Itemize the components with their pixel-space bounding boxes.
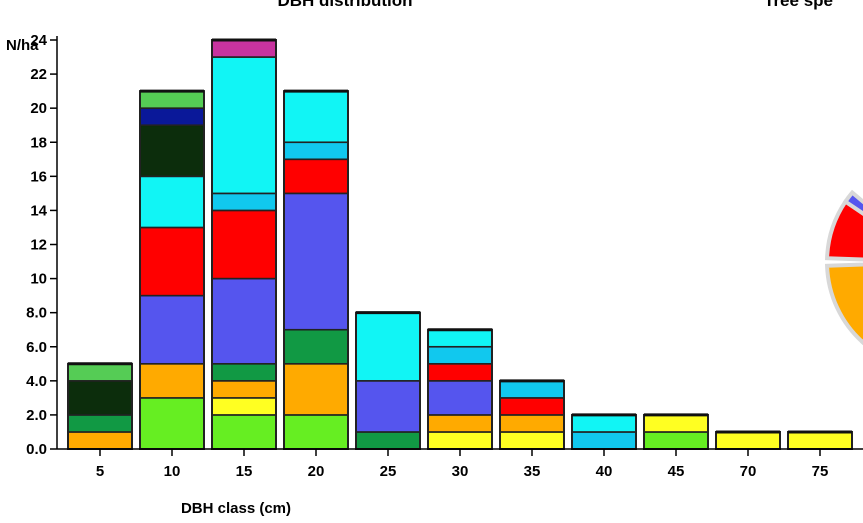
bar-segment: [427, 345, 493, 365]
bar-segment: [67, 414, 133, 433]
x-tick-label: 15: [236, 463, 253, 480]
bar-segment: [139, 226, 205, 297]
bar-segment: [787, 431, 853, 450]
bar-segment: [211, 397, 277, 416]
y-tick-label: 4.0: [26, 373, 47, 390]
y-tick-label: 22: [30, 66, 47, 83]
y-tick-label: 24: [30, 32, 47, 49]
bar-segment: [67, 380, 133, 416]
bar-segment: [283, 414, 349, 450]
bar-segment: [643, 431, 709, 450]
bar-stacks: [67, 38, 853, 451]
bar-segment: [139, 362, 205, 399]
species-pie-chart: [824, 189, 863, 346]
y-tick-label: 2.0: [26, 407, 47, 424]
bar-segment: [571, 414, 637, 433]
x-tick-label: 70: [740, 463, 757, 480]
bar-segment: [355, 380, 421, 433]
bar-segment: [499, 380, 565, 399]
bar-segment: [211, 380, 277, 399]
x-tick-label: 20: [308, 463, 325, 480]
chart-title-species: Tree spe: [764, 0, 833, 10]
x-tick-label: 25: [380, 463, 397, 480]
y-tick-label: 10: [30, 271, 47, 288]
bar-segment: [499, 397, 565, 416]
x-tick-label: 45: [668, 463, 685, 480]
x-tick-label: 35: [524, 463, 541, 480]
chart-title-dbh: DBH distribution: [277, 0, 412, 10]
bar-segment: [211, 56, 277, 195]
bar-segment: [211, 209, 277, 280]
y-tick-label: 8.0: [26, 305, 47, 322]
bar-segment: [283, 362, 349, 416]
axes: 0.0 2.0 4.0 6.0 8.0 10 12 14 16 18 20 22 24 5 10 15 20 25…: [26, 32, 863, 480]
bar-segment: [67, 431, 133, 450]
bar-segment: [139, 107, 205, 127]
bar-segment: [139, 124, 205, 178]
bar-segment: [67, 362, 133, 382]
pie-slice: [824, 262, 863, 346]
bar-segment: [139, 397, 205, 450]
y-axis-label: N/ha: [6, 37, 39, 54]
bar-segment: [499, 414, 565, 433]
y-tick-label: 14: [30, 202, 47, 219]
bar-segment: [211, 414, 277, 450]
x-tick-label: 75: [812, 463, 829, 480]
pie-slice: [842, 189, 863, 216]
bar-segment: [355, 311, 421, 382]
bar-segment: [715, 431, 781, 450]
bar-segment: [139, 90, 205, 109]
bar-segment: [427, 328, 493, 348]
bar-segment: [211, 192, 277, 212]
bar-segment: [211, 277, 277, 365]
bar-segment: [283, 192, 349, 331]
bar-segment: [355, 431, 421, 450]
x-axis-label: DBH class (cm): [181, 500, 291, 517]
bar-segment: [427, 431, 493, 450]
bar-segment: [283, 141, 349, 161]
bar-segment: [427, 380, 493, 416]
y-tick-label: 0.0: [26, 441, 47, 458]
x-tick-label: 40: [596, 463, 613, 480]
bar-segment: [283, 158, 349, 195]
y-tick-label: 18: [30, 134, 47, 151]
x-tick-label: 30: [452, 463, 469, 480]
bar-segment: [139, 294, 205, 365]
y-tick-label: 12: [30, 237, 47, 254]
bar-segment: [283, 90, 349, 144]
y-tick-label: 16: [30, 168, 47, 185]
bar-segment: [427, 362, 493, 382]
x-tick-label: 5: [96, 463, 104, 480]
bar-segment: [643, 414, 709, 433]
bar-segment: [211, 362, 277, 382]
y-tick-label: 20: [30, 100, 47, 117]
bar-segment: [139, 175, 205, 229]
y-tick-label: 6.0: [26, 339, 47, 356]
bar-segment: [499, 431, 565, 450]
bar-segment: [211, 39, 277, 58]
bar-segment: [283, 328, 349, 365]
x-tick-label: 10: [164, 463, 181, 480]
bar-segment: [571, 431, 637, 450]
bar-segment: [427, 414, 493, 433]
